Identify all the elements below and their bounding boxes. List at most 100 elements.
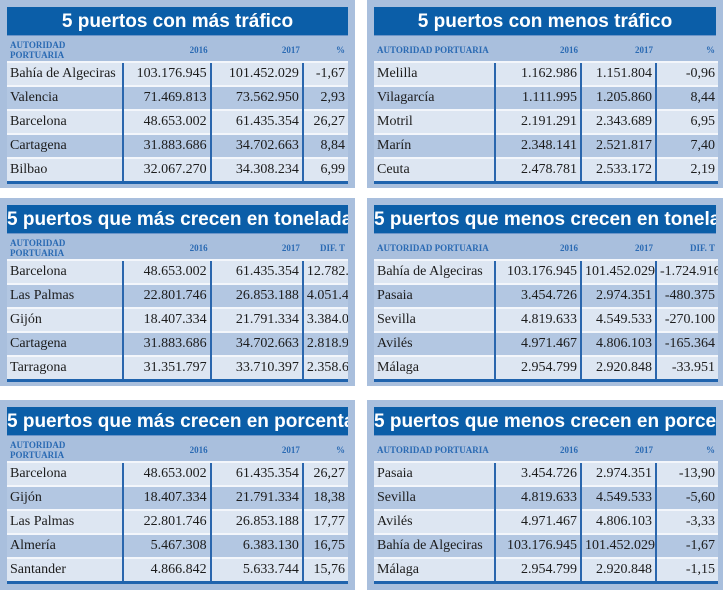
value-cell: 16,75	[301, 533, 348, 558]
column-header: 2017	[635, 243, 653, 253]
value-cell: 61.435.354	[209, 109, 303, 134]
value-cell: 6,95	[655, 109, 718, 134]
column-header: 2016	[189, 45, 208, 55]
port-name-cell: Málaga	[374, 355, 495, 381]
port-name-cell: Barcelona	[7, 109, 124, 134]
header-row: AUTORIDAD PORTUARIA 2016 2017%	[374, 439, 718, 462]
port-name-cell: Bahía de Algeciras	[374, 259, 495, 284]
table-row: Pasaia 3.454.726 2.974.351 -480.375	[374, 283, 718, 308]
value-cell: 8,84	[301, 133, 348, 158]
table-row: Almería 5.467.308 6.383.130 16,75	[7, 533, 348, 558]
port-name-cell: Sevilla	[374, 485, 495, 510]
port-name-cell: Las Palmas	[7, 283, 124, 308]
port-name-cell: Ceuta	[374, 157, 495, 183]
value-cell: 6,99	[301, 157, 348, 183]
column-header: AUTORIDAD PORTUARIA	[377, 45, 489, 55]
value-cell: 2.974.351	[580, 461, 656, 486]
value-cell: 32.067.270	[122, 157, 211, 183]
value-cell: 2.533.172	[580, 157, 656, 183]
port-name-cell: Santander	[7, 557, 124, 583]
port-name-cell: Bilbao	[7, 157, 124, 183]
value-cell: 101.452.029	[580, 259, 656, 284]
value-cell: 31.351.797	[122, 355, 211, 381]
value-cell: 4.971.467	[494, 509, 581, 534]
value-cell: 1.162.986	[494, 61, 581, 86]
port-name-cell: Marín	[374, 133, 495, 158]
value-cell: 4.051.442	[301, 283, 348, 308]
panel-mas-crecen-toneladas: 5 puertos que más crecen en toneladas AUT…	[0, 198, 355, 386]
value-cell: 2.954.799	[494, 355, 581, 381]
value-cell: 18.407.334	[122, 307, 211, 332]
panel-title: 5 puertos que más crecen en toneladas	[7, 205, 348, 234]
value-cell: -480.375	[655, 283, 718, 308]
value-cell: 61.435.354	[209, 259, 303, 284]
value-cell: 103.176.945	[494, 259, 581, 284]
table-row: Barcelona 48.653.002 61.435.354 26,27	[7, 109, 348, 134]
value-cell: 101.452.029	[209, 61, 303, 86]
table-row: Bahía de Algeciras 103.176.945 101.452.029…	[374, 259, 718, 284]
value-cell: 22.801.746	[122, 283, 211, 308]
column-header: 2017	[281, 243, 300, 253]
value-cell: 2.348.141	[494, 133, 581, 158]
data-table: AUTORIDAD PORTUARIA 2016 2017% Melilla 1.162…	[374, 39, 718, 184]
port-name-cell: Gijón	[7, 307, 124, 332]
column-header: 2016	[189, 445, 208, 455]
value-cell: 26,27	[301, 109, 348, 134]
table-row: Málaga 2.954.799 2.920.848 -33.951	[374, 355, 718, 381]
table-row: Las Palmas 22.801.746 26.853.188 17,77	[7, 509, 348, 534]
value-cell: 71.469.813	[122, 85, 211, 110]
column-header: AUTORIDAD PORTUARIA	[10, 238, 66, 258]
panel-title: 5 puertos con más tráfico	[7, 7, 348, 36]
header-row: AUTORIDAD PORTUARIA 2016 2017%	[374, 39, 718, 62]
value-cell: 5.633.744	[209, 557, 303, 583]
table-row: Avilés 4.971.467 4.806.103 -165.364	[374, 331, 718, 356]
value-cell: 48.653.002	[122, 109, 211, 134]
value-cell: 4.806.103	[580, 509, 656, 534]
value-cell: 34.702.663	[209, 133, 303, 158]
value-cell: 33.710.397	[209, 355, 303, 381]
table-row: Marín 2.348.141 2.521.817 7,40	[374, 133, 718, 158]
table-row: Pasaia 3.454.726 2.974.351 -13,90	[374, 461, 718, 486]
value-cell: 4.549.533	[580, 485, 656, 510]
column-header: DIF. T	[319, 243, 345, 253]
table-row: Bahía de Algeciras 103.176.945 101.452.029…	[7, 61, 348, 86]
column-header: 2016	[189, 243, 208, 253]
port-name-cell: Cartagena	[7, 331, 124, 356]
port-name-cell: Valencia	[7, 85, 124, 110]
value-cell: 26.853.188	[209, 283, 303, 308]
value-cell: 1.151.804	[580, 61, 656, 86]
column-header: 2017	[281, 45, 300, 55]
port-name-cell: Motril	[374, 109, 495, 134]
column-header: 2017	[281, 445, 300, 455]
value-cell: 2.974.351	[580, 283, 656, 308]
value-cell: 2.521.817	[580, 133, 656, 158]
column-header: AUTORIDAD PORTUARIA	[10, 440, 66, 460]
value-cell: 34.702.663	[209, 331, 303, 356]
value-cell: 2.954.799	[494, 557, 581, 583]
value-cell: 1.205.860	[580, 85, 656, 110]
value-cell: 3.384.000	[301, 307, 348, 332]
header-row: AUTORIDAD PORTUARIA 2016 2017 DIF. T	[374, 237, 718, 260]
header-row: AUTORIDAD PORTUARIA 2016 2017%	[7, 439, 348, 462]
port-name-cell: Vilagarcía	[374, 85, 495, 110]
value-cell: -1.724.916	[655, 259, 718, 284]
value-cell: 17,77	[301, 509, 348, 534]
value-cell: 2.358.600	[301, 355, 348, 381]
panel-title: 5 puertos que menos crecen en porcentaje	[374, 407, 716, 436]
port-name-cell: Sevilla	[374, 307, 495, 332]
value-cell: 4.549.533	[580, 307, 656, 332]
value-cell: 21.791.334	[209, 485, 303, 510]
value-cell: 48.653.002	[122, 461, 211, 486]
table-row: Melilla 1.162.986 1.151.804 -0,96	[374, 61, 718, 86]
table-row: Barcelona 48.653.002 61.435.354 26,27	[7, 461, 348, 486]
value-cell: 4.819.633	[494, 307, 581, 332]
value-cell: 2,93	[301, 85, 348, 110]
table-row: Santander 4.866.842 5.633.744 15,76	[7, 557, 348, 583]
port-name-cell: Avilés	[374, 509, 495, 534]
panel-title: 5 puertos con menos tráfico	[374, 7, 716, 36]
port-name-cell: Avilés	[374, 331, 495, 356]
port-name-cell: Cartagena	[7, 133, 124, 158]
